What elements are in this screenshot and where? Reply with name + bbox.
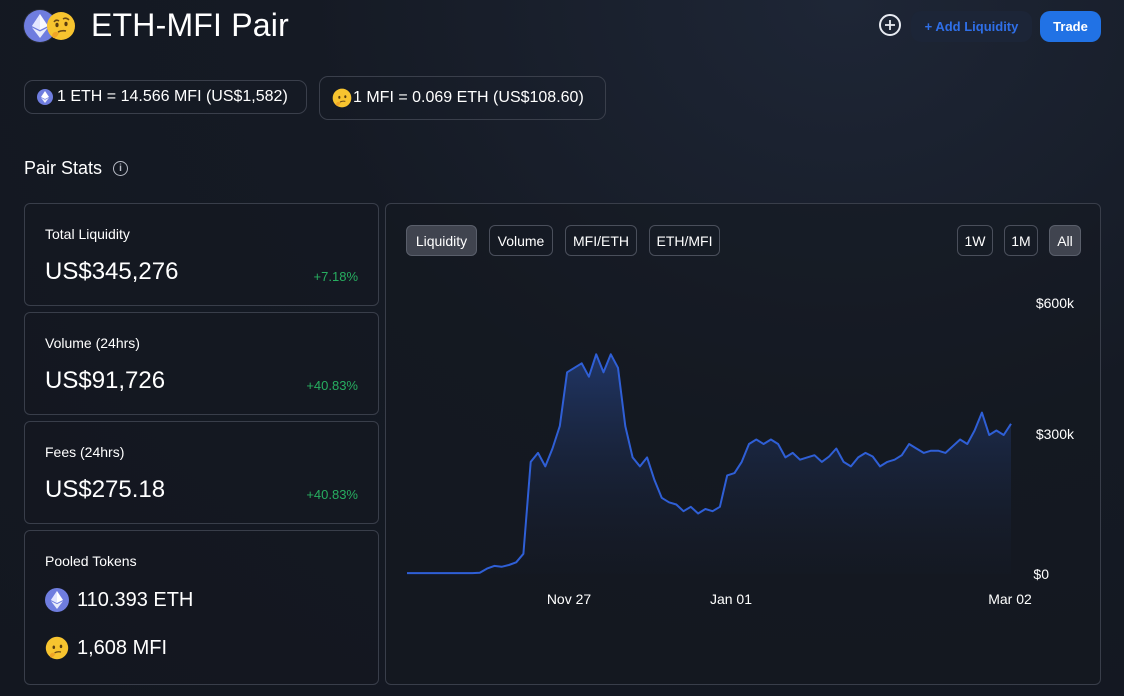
chart-panel: Liquidity Volume MFI/ETH ETH/MFI 1W 1M A… [385, 203, 1101, 685]
ethereum-logo-icon [37, 89, 53, 105]
fees-card: Fees (24hrs) US$275.18 +40.83% [24, 421, 379, 524]
pooled-mfi-row: 1,608 MFI [45, 636, 167, 660]
eth-price-text: 1 ETH = 14.566 MFI (US$1,582) [57, 88, 288, 105]
pooled-tokens-label: Pooled Tokens [45, 553, 137, 569]
tab-eth-mfi[interactable]: ETH/MFI [649, 225, 720, 256]
liquidity-chart[interactable]: $600k $300k $0 Nov 27 Jan 01 Mar 02 [386, 204, 1100, 684]
volume-value: US$91,726 [45, 367, 166, 394]
mfi-price-pill: 1 MFI = 0.069 ETH (US$108.60) [319, 76, 606, 120]
total-liquidity-change: +7.18% [313, 269, 358, 284]
add-plus-icon[interactable] [879, 14, 901, 36]
thinking-face-icon [45, 636, 69, 660]
volume-change: +40.83% [306, 378, 358, 393]
add-liquidity-button[interactable]: + Add Liquidity [911, 11, 1032, 42]
tab-mfi-eth[interactable]: MFI/ETH [565, 225, 637, 256]
pooled-eth-row: 110.393 ETH [45, 588, 193, 612]
range-all[interactable]: All [1049, 225, 1081, 256]
pair-logos [24, 10, 76, 44]
liquidity-line [407, 353, 1012, 575]
pair-stats-title: Pair Stats [24, 158, 103, 178]
eth-price-pill: 1 ETH = 14.566 MFI (US$1,582) [24, 80, 307, 114]
fees-label: Fees (24hrs) [45, 444, 125, 460]
range-1m[interactable]: 1M [1004, 225, 1038, 256]
y-tick-300k: $300k [1036, 426, 1075, 442]
pooled-tokens-card: Pooled Tokens 110.393 ETH 1,608 MFI [24, 530, 379, 685]
thinking-face-icon [332, 88, 352, 108]
page-title: ETH-MFI Pair [91, 7, 289, 43]
x-tick-jan01: Jan 01 [710, 591, 752, 607]
info-icon-glyph: i [119, 163, 122, 174]
info-icon[interactable]: i [113, 161, 128, 176]
volume-card: Volume (24hrs) US$91,726 +40.83% [24, 312, 379, 415]
total-liquidity-label: Total Liquidity [45, 226, 130, 242]
tab-volume[interactable]: Volume [489, 225, 553, 256]
thinking-face-icon [47, 12, 75, 40]
ethereum-logo-icon [45, 588, 69, 612]
fees-change: +40.83% [306, 487, 358, 502]
x-tick-mar02: Mar 02 [988, 591, 1032, 607]
volume-label: Volume (24hrs) [45, 335, 140, 351]
total-liquidity-value: US$345,276 [45, 258, 179, 285]
trade-button[interactable]: Trade [1040, 11, 1101, 42]
fees-value: US$275.18 [45, 476, 166, 503]
y-tick-0: $0 [1033, 566, 1049, 582]
mfi-price-text: 1 MFI = 0.069 ETH (US$108.60) [353, 89, 584, 106]
total-liquidity-card: Total Liquidity US$345,276 +7.18% [24, 203, 379, 306]
x-tick-nov27: Nov 27 [547, 591, 592, 607]
pooled-mfi-amount: 1,608 MFI [77, 636, 168, 659]
tab-liquidity[interactable]: Liquidity [406, 225, 477, 256]
liquidity-area [407, 354, 1011, 574]
pooled-eth-amount: 110.393 ETH [77, 588, 194, 611]
range-1w[interactable]: 1W [957, 225, 993, 256]
y-tick-600k: $600k [1036, 295, 1075, 311]
